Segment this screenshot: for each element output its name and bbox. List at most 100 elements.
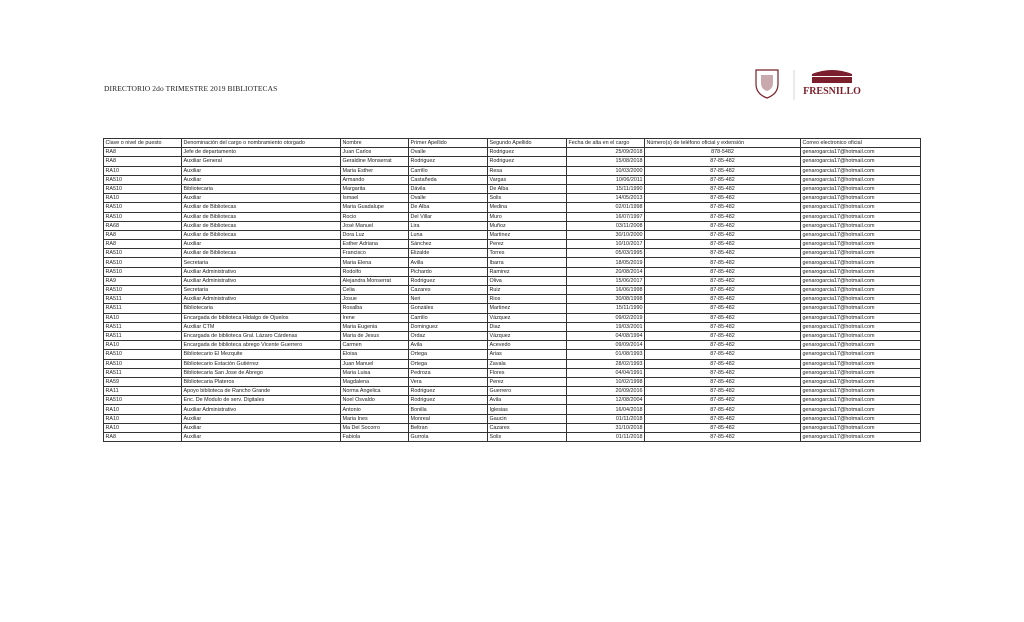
- cell-telefono: 87-85-482: [644, 174, 801, 185]
- column-header-nombre: Nombre: [340, 137, 409, 149]
- cell-clave: RA511: [103, 321, 182, 332]
- cell-telefono: 87-85-482: [644, 367, 801, 378]
- cell-telefono: 87-85-482: [644, 413, 801, 424]
- cell-clave: RA10: [103, 422, 182, 434]
- table-row: RA8 Auxiliar de Bibliotecas Dora Luz Luna Ma…: [103, 229, 921, 241]
- cell-segundo-apellido: Martinez: [487, 229, 567, 241]
- cell-cargo: Auxiliar: [181, 174, 341, 185]
- cell-primer-apellido: Sánchez: [408, 239, 488, 250]
- cell-fecha-alta: 01/11/2018: [566, 413, 645, 424]
- table-row: RA510 Bibliotecario Estación Gutiérrez Jua…: [103, 358, 921, 369]
- cell-nombre: Magdalena: [340, 376, 409, 388]
- cell-cargo: Secretaria: [181, 257, 341, 268]
- cell-fecha-alta: 15/11/1990: [566, 303, 645, 314]
- cell-correo: genarogarcia17@hotmail.com: [800, 413, 921, 424]
- cell-clave: RA510: [103, 202, 182, 213]
- cell-telefono: 87-85-482: [644, 386, 801, 397]
- cell-cargo: Auxiliar: [181, 422, 341, 434]
- cell-nombre: Norma Angelica: [340, 386, 409, 397]
- cell-correo: genarogarcia17@hotmail.com: [800, 284, 921, 296]
- cell-telefono: 87-85-482: [644, 404, 801, 415]
- cell-cargo: Bibliotecaria: [181, 303, 341, 314]
- cell-fecha-alta: 15/08/2018: [566, 156, 645, 167]
- cell-cargo: Auxiliar de Bibliotecas: [181, 220, 341, 231]
- cell-segundo-apellido: Vázquez: [487, 312, 567, 323]
- cell-nombre: Juan Manuel: [340, 358, 409, 369]
- cell-segundo-apellido: Solis: [487, 431, 567, 443]
- cell-cargo: Auxiliar Administrativo: [181, 266, 341, 277]
- cell-primer-apellido: De Alba: [408, 202, 488, 213]
- table-header-row: Clave o nivel de puesto Denominación del …: [103, 137, 921, 149]
- cell-nombre: Armando: [340, 174, 409, 185]
- cell-fecha-alta: 10/10/2017: [566, 239, 645, 250]
- cell-segundo-apellido: Torres: [487, 248, 567, 259]
- cell-clave: RA9: [103, 275, 182, 287]
- cell-primer-apellido: Dávila: [408, 183, 488, 195]
- cell-nombre: Margarita: [340, 183, 409, 195]
- cell-primer-apellido: Beltran: [408, 422, 488, 434]
- cell-nombre: Fabiola: [340, 431, 409, 443]
- column-header-fecha-alta: Fecha de alta en el cargo: [566, 137, 645, 149]
- cell-nombre: Dora Luz: [340, 229, 409, 241]
- cell-correo: genarogarcia17@hotmail.com: [800, 211, 921, 222]
- cell-fecha-alta: 28/02/1993: [566, 358, 645, 369]
- cell-segundo-apellido: Martinez: [487, 303, 567, 314]
- cell-segundo-apellido: Medina: [487, 202, 567, 213]
- cell-correo: genarogarcia17@hotmail.com: [800, 257, 921, 268]
- cell-telefono: 87-85-482: [644, 156, 801, 167]
- cell-telefono: 87-85-482: [644, 431, 801, 443]
- cell-clave: RA10: [103, 193, 182, 204]
- cell-fecha-alta: 25/09/2018: [566, 147, 645, 158]
- cell-segundo-apellido: Solis: [487, 193, 567, 204]
- cell-cargo: Auxiliar Administrativo: [181, 404, 341, 415]
- cell-nombre: José Manuel: [340, 220, 409, 231]
- cell-telefono: 87-85-482: [644, 395, 801, 406]
- cell-cargo: Auxiliar CTM: [181, 321, 341, 332]
- column-header-cargo: Denominación del cargo o nombramiento ot…: [181, 137, 341, 149]
- cell-fecha-alta: 02/01/1998: [566, 202, 645, 213]
- cell-fecha-alta: 12/08/2004: [566, 395, 645, 406]
- cell-nombre: Francisco: [340, 248, 409, 259]
- cell-cargo: Encargada de biblioteca abrego Vicente G…: [181, 340, 341, 351]
- cell-cargo: Auxiliar: [181, 193, 341, 204]
- cell-cargo: Auxiliar de Bibliotecas: [181, 229, 341, 241]
- cell-cargo: Bibliotecaria: [181, 183, 341, 195]
- cell-nombre: Maria Guadalupe: [340, 202, 409, 213]
- cell-primer-apellido: Neri: [408, 294, 488, 305]
- cell-nombre: Esther Adriana: [340, 239, 409, 250]
- cell-segundo-apellido: Gaucin: [487, 413, 567, 424]
- cell-cargo: Bibliotecaria Plateros: [181, 376, 341, 388]
- cell-primer-apellido: Pichardo: [408, 266, 488, 277]
- cell-cargo: Secretaria: [181, 284, 341, 296]
- cell-fecha-alta: 10/06/2011: [566, 174, 645, 185]
- cell-segundo-apellido: De Alba: [487, 183, 567, 195]
- table-row: RA10 Encargada de biblioteca Hidalgo de O…: [103, 312, 921, 323]
- cell-correo: genarogarcia17@hotmail.com: [800, 248, 921, 259]
- cell-correo: genarogarcia17@hotmail.com: [800, 376, 921, 388]
- cell-cargo: Auxiliar Administrativo: [181, 275, 341, 287]
- cell-primer-apellido: Avila: [408, 340, 488, 351]
- cell-segundo-apellido: Acevedo: [487, 340, 567, 351]
- cell-cargo: Enc. De Modulo de serv. Digitales: [181, 395, 341, 406]
- cell-cargo: Bibliotecario El Mezquite: [181, 349, 341, 360]
- cell-primer-apellido: Del Villar: [408, 211, 488, 222]
- fresnillo-logo: FRESNILLO: [755, 69, 861, 100]
- cell-fecha-alta: 16/04/2018: [566, 404, 645, 415]
- cell-clave: RA10: [103, 340, 182, 351]
- table-row: RA511 Bibliotecaria San Jose de Abrego Mar…: [103, 367, 921, 378]
- cell-telefono: 87-85-482: [644, 275, 801, 287]
- cell-primer-apellido: Avilla: [408, 257, 488, 268]
- cell-cargo: Bibliotecaria San Jose de Abrego: [181, 367, 341, 378]
- cell-correo: genarogarcia17@hotmail.com: [800, 275, 921, 287]
- cell-cargo: Auxiliar de Bibliotecas: [181, 211, 341, 222]
- cell-correo: genarogarcia17@hotmail.com: [800, 303, 921, 314]
- table-row: RA10 Auxiliar Administrativo Antonio Bonill…: [103, 404, 921, 415]
- cell-clave: RA511: [103, 330, 182, 342]
- cell-nombre: Maria Luisa: [340, 367, 409, 378]
- building-icon: [812, 70, 852, 83]
- cell-fecha-alta: 30/08/1998: [566, 294, 645, 305]
- logo-text: FRESNILLO: [803, 86, 861, 97]
- cell-primer-apellido: Carrillo: [408, 165, 488, 176]
- cell-segundo-apellido: Vázquez: [487, 330, 567, 342]
- cell-clave: RA510: [103, 183, 182, 195]
